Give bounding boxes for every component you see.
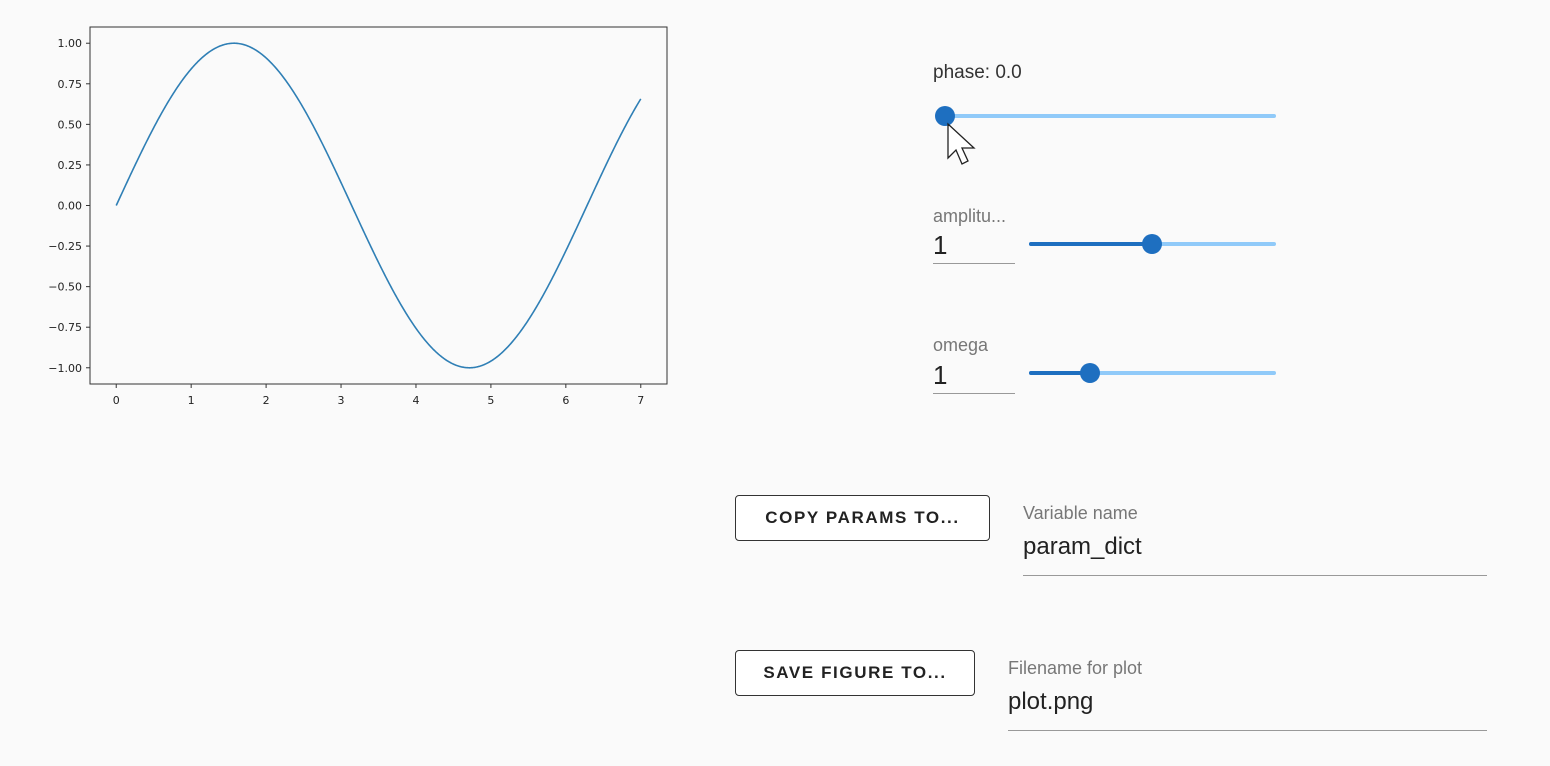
y-tick-label: 0.25: [58, 159, 83, 172]
phase-slider-track[interactable]: [944, 114, 1276, 118]
phase-label: phase: 0.0: [933, 62, 1022, 84]
copy-params-button[interactable]: COPY PARAMS TO...: [735, 495, 990, 541]
amplitude-label: amplitu...: [933, 206, 1006, 227]
variable-name-input[interactable]: param_dict: [1023, 533, 1487, 576]
variable-name-label: Variable name: [1023, 503, 1138, 524]
amplitude-slider-fill: [1029, 242, 1152, 246]
omega-label: omega: [933, 335, 988, 356]
x-tick-label: 1: [188, 394, 195, 407]
y-tick-label: 1.00: [58, 37, 83, 50]
amplitude-input[interactable]: 1: [933, 230, 1015, 264]
x-tick-label: 6: [562, 394, 569, 407]
y-tick-label: −0.25: [48, 240, 82, 253]
y-tick-label: 0.50: [58, 118, 83, 131]
x-tick-label: 0: [113, 394, 120, 407]
x-tick-label: 4: [412, 394, 419, 407]
y-tick-label: 0.75: [58, 78, 83, 91]
x-tick-label: 5: [487, 394, 494, 407]
filename-label: Filename for plot: [1008, 658, 1142, 679]
y-tick-label: −1.00: [48, 362, 82, 375]
y-tick-label: −0.50: [48, 281, 82, 294]
omega-slider-thumb[interactable]: [1080, 363, 1100, 383]
plot-area: [90, 27, 667, 384]
x-tick-label: 2: [263, 394, 270, 407]
filename-input[interactable]: plot.png: [1008, 688, 1487, 731]
y-tick-label: 0.00: [58, 200, 83, 213]
x-tick-label: 3: [338, 394, 345, 407]
omega-input[interactable]: 1: [933, 360, 1015, 394]
sine-plot: 0 1 2 3 4 5 6 7 1.00 0.75 0.50 0.25 0.00 −0.25 −0.50 −…: [0, 0, 700, 420]
mouse-cursor-icon: [944, 122, 978, 170]
amplitude-slider-thumb[interactable]: [1142, 234, 1162, 254]
y-axis-ticks: 1.00 0.75 0.50 0.25 0.00 −0.25 −0.50 −0.75 −1.00: [48, 37, 90, 375]
y-tick-label: −0.75: [48, 321, 82, 334]
x-axis-ticks: 0 1 2 3 4 5 6 7: [113, 384, 645, 407]
x-tick-label: 7: [637, 394, 644, 407]
save-figure-button[interactable]: SAVE FIGURE TO...: [735, 650, 975, 696]
